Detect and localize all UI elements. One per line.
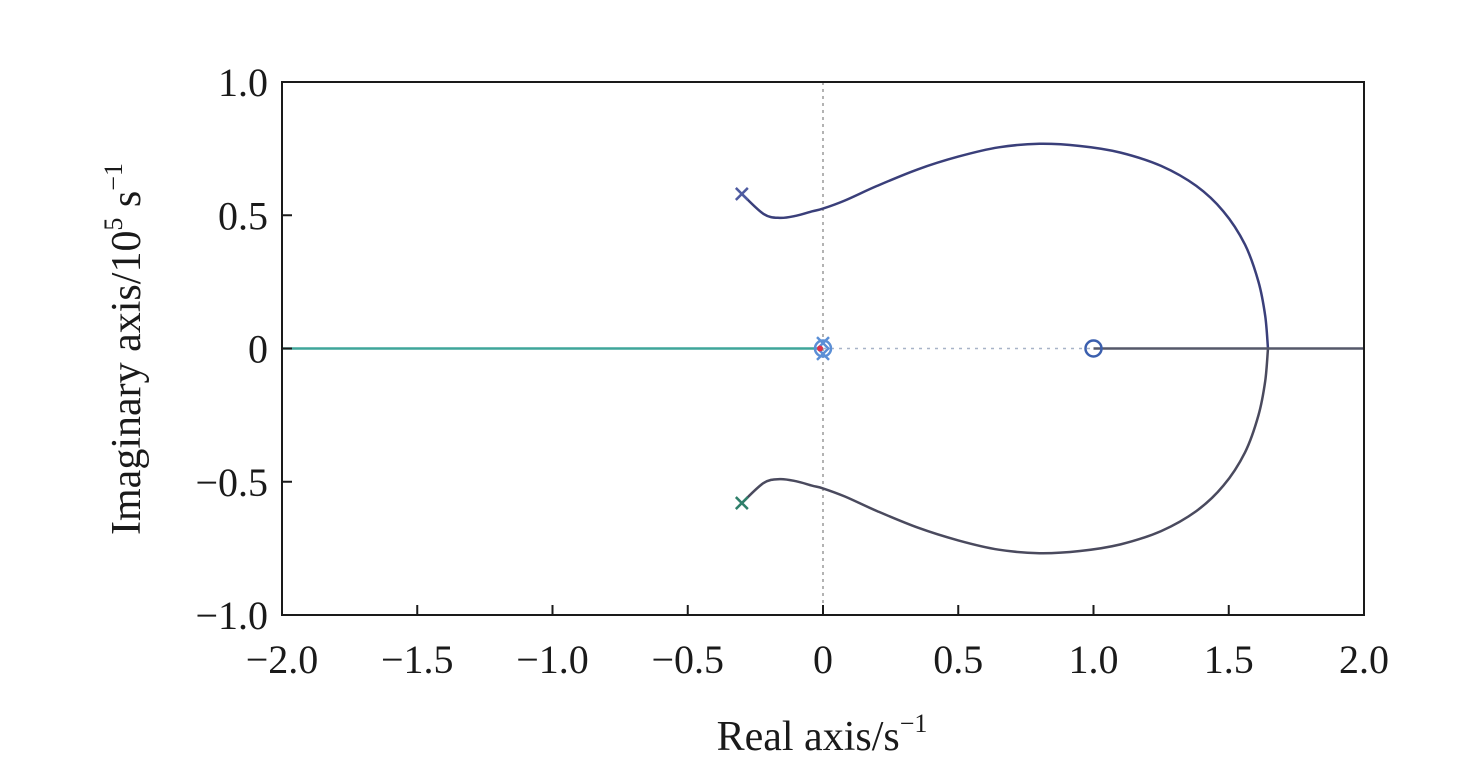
x-tick-label: 0 — [813, 637, 833, 682]
zero-marker-1 — [813, 339, 833, 358]
x-tick-label: −1.5 — [381, 637, 454, 682]
tick-labels-layer: −2.0 −1.5 −1.0 −0.5 0 0.5 1.0 1.5 2.0 −1.0 −0.5 0 0.… — [195, 60, 1389, 682]
series-lower-branch — [740, 348, 1270, 555]
pole-marker-0 — [734, 187, 749, 201]
y-tick-label: 0 — [248, 327, 268, 372]
series-upper-branch — [740, 142, 1270, 349]
x-tick-label: 1.0 — [1069, 637, 1119, 682]
x-tick-label: −2.0 — [246, 637, 319, 682]
pole-marker-1 — [734, 496, 749, 510]
pole-stroke-b — [816, 346, 830, 361]
x-axis-label: Real axis/s−1 — [717, 709, 928, 760]
x-tick-label: 2.0 — [1339, 637, 1389, 682]
x-tick-label: 0.5 — [933, 637, 983, 682]
y-tick-label: 1.0 — [218, 60, 268, 105]
x-tick-label: 1.5 — [1204, 637, 1254, 682]
x-tick-label: −0.5 — [651, 637, 724, 682]
y-tick-label: −1.0 — [195, 593, 268, 638]
pole-stroke-b — [734, 187, 749, 201]
ticks-layer — [281, 81, 1365, 616]
pole-stroke-b — [734, 496, 749, 510]
origin-dot — [817, 345, 823, 352]
y-tick-label: 0.5 — [218, 193, 268, 238]
y-tick-label: −0.5 — [195, 460, 268, 505]
series-layer — [282, 142, 1364, 555]
y-axis-label: Imaginary axis/105 s−1 — [99, 163, 150, 535]
x-tick-label: −1.0 — [516, 637, 589, 682]
zero-marker-0 — [1084, 339, 1103, 358]
marker-layer — [734, 187, 1103, 510]
